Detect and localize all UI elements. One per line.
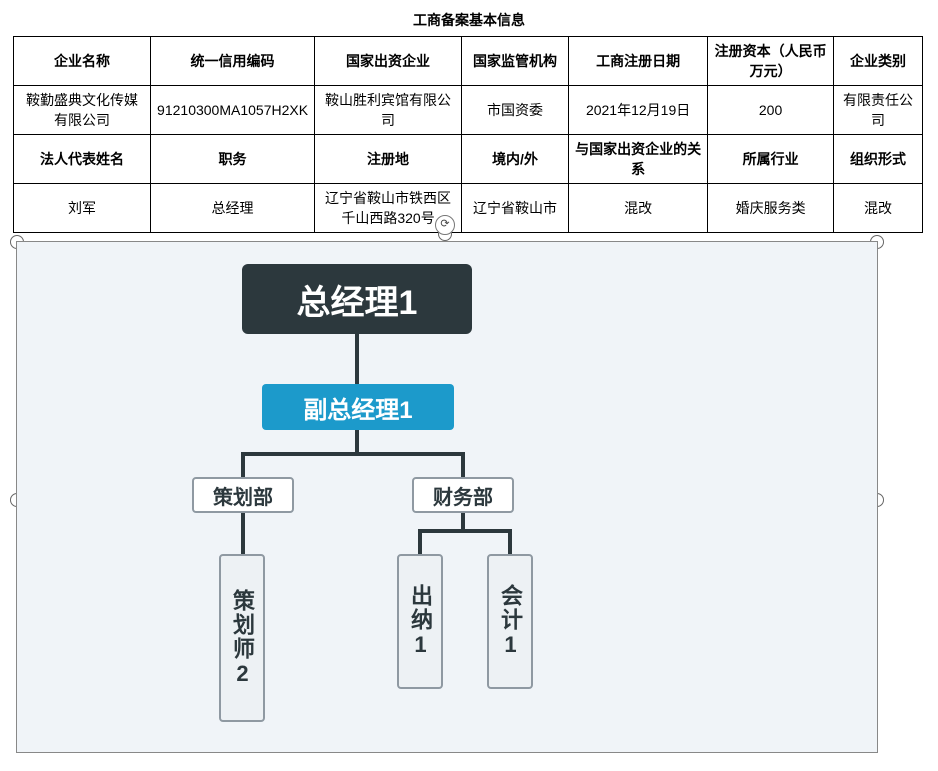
th: 与国家出资企业的关系 (569, 135, 708, 184)
connector (355, 430, 359, 454)
th: 国家监管机构 (462, 37, 569, 86)
td: 91210300MA1057H2XK (151, 86, 315, 135)
th: 注册资本（人民币万元） (708, 37, 834, 86)
th: 职务 (151, 135, 315, 184)
th: 统一信用编码 (151, 37, 315, 86)
connector (418, 529, 422, 554)
connector (241, 513, 245, 554)
connector (241, 452, 245, 477)
td: 200 (708, 86, 834, 135)
td: 混改 (833, 184, 922, 233)
info-table: 企业名称 统一信用编码 国家出资企业 国家监管机构 工商注册日期 注册资本（人民… (13, 36, 923, 233)
td: 鞍山胜利宾馆有限公司 (315, 86, 462, 135)
td: 混改 (569, 184, 708, 233)
node-finance-dept: 财务部 (412, 477, 514, 513)
td: 婚庆服务类 (708, 184, 834, 233)
page-title: 工商备案基本信息 (10, 10, 928, 30)
connector (355, 334, 359, 384)
node-general-manager: 总经理1 (242, 264, 472, 334)
th: 国家出资企业 (315, 37, 462, 86)
connector (461, 452, 465, 477)
connector (508, 529, 512, 554)
th: 组织形式 (833, 135, 922, 184)
td: 刘军 (14, 184, 151, 233)
org-chart-canvas: 总经理1 副总经理1 策划部 财务部 策划师2 出纳1 会计1 (16, 241, 878, 753)
td: 2021年12月19日 (569, 86, 708, 135)
th: 法人代表姓名 (14, 135, 151, 184)
node-accountant: 会计1 (487, 554, 533, 689)
connector (418, 529, 512, 533)
rotate-handle[interactable]: ⟳ (435, 215, 455, 235)
td: 市国资委 (462, 86, 569, 135)
th: 注册地 (315, 135, 462, 184)
td: 总经理 (151, 184, 315, 233)
td: 有限责任公司 (833, 86, 922, 135)
node-deputy-general-manager: 副总经理1 (262, 384, 454, 430)
connector (241, 452, 465, 456)
th: 工商注册日期 (569, 37, 708, 86)
node-cashier: 出纳1 (397, 554, 443, 689)
th: 企业名称 (14, 37, 151, 86)
th: 所属行业 (708, 135, 834, 184)
node-planning-dept: 策划部 (192, 477, 294, 513)
td: 辽宁省鞍山市 (462, 184, 569, 233)
node-planner: 策划师2 (219, 554, 265, 722)
th: 企业类别 (833, 37, 922, 86)
td: 鞍勤盛典文化传媒有限公司 (14, 86, 151, 135)
th: 境内/外 (462, 135, 569, 184)
image-frame[interactable]: ⟳ 总经理1 副总经理1 策划部 财务部 策划师2 出纳1 会计1 (10, 241, 928, 753)
